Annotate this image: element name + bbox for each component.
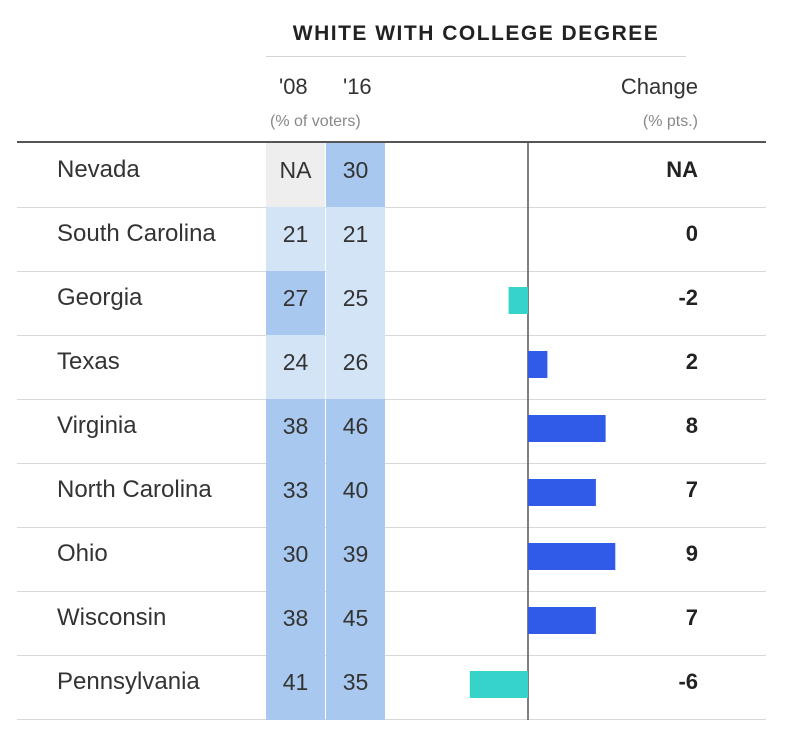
value-2008-cell: 33 (266, 463, 325, 528)
change-value-label: -2 (678, 285, 698, 310)
state-name: Texas (57, 348, 120, 375)
table-row: Wisconsin 38 45 7 (17, 591, 766, 656)
column-subheader-percent-voters: (% of voters) (270, 113, 361, 130)
value-2016-cell: 40 (326, 463, 385, 528)
state-name: Georgia (57, 284, 143, 311)
state-name: Virginia (57, 412, 137, 439)
value-2008-cell: 38 (266, 591, 325, 656)
table-row: Texas 24 26 2 (17, 335, 766, 400)
value-2008-cell: 24 (266, 335, 325, 400)
header-divider (17, 141, 766, 143)
state-name: South Carolina (57, 220, 216, 247)
column-header-2016: '16 (343, 74, 372, 99)
change-value-label: 9 (685, 541, 698, 566)
table-row: Nevada NA 30 NA (17, 143, 766, 208)
table-row: South Carolina 21 21 0 (17, 207, 766, 272)
change-value-label: 0 (685, 221, 698, 246)
state-name: North Carolina (57, 476, 212, 503)
change-value-label: 7 (685, 477, 698, 502)
table-row: Ohio 30 39 9 (17, 527, 766, 592)
value-2016-cell: 46 (326, 399, 385, 464)
column-subheader-percent-points: (% pts.) (642, 113, 698, 130)
change-value-label: -6 (678, 669, 698, 694)
value-2008-cell: 27 (266, 271, 325, 336)
state-name: Nevada (57, 156, 140, 183)
value-2016-cell: 26 (326, 335, 385, 400)
chart-title: WHITE WITH COLLEGE DEGREE (266, 18, 686, 57)
value-2016-cell: 25 (326, 271, 385, 336)
table-row: North Carolina 33 40 7 (17, 463, 766, 528)
change-value-label: 7 (685, 605, 698, 630)
value-2016-cell: 39 (326, 527, 385, 592)
change-value-label: 2 (685, 349, 698, 374)
value-2008-cell: 30 (266, 527, 325, 592)
value-2016-cell: 35 (326, 655, 385, 720)
change-value-label: NA (666, 157, 698, 182)
value-2016-cell: 30 (326, 143, 385, 208)
column-header-change: Change (620, 74, 698, 99)
state-name: Ohio (57, 540, 108, 567)
value-2008-cell: NA (266, 143, 325, 208)
value-2008-cell: 21 (266, 207, 325, 272)
table-row: Georgia 27 25 -2 (17, 271, 766, 336)
value-2016-cell: 45 (326, 591, 385, 656)
state-name: Pennsylvania (57, 668, 200, 695)
change-value-label: 8 (685, 413, 698, 438)
state-name: Wisconsin (57, 604, 167, 631)
value-2016-cell: 21 (326, 207, 385, 272)
table-row: Virginia 38 46 8 (17, 399, 766, 464)
value-2008-cell: 38 (266, 399, 325, 464)
column-header-2008: '08 (279, 74, 308, 99)
value-2008-cell: 41 (266, 655, 325, 720)
table-row: Pennsylvania 41 35 -6 (17, 655, 766, 720)
